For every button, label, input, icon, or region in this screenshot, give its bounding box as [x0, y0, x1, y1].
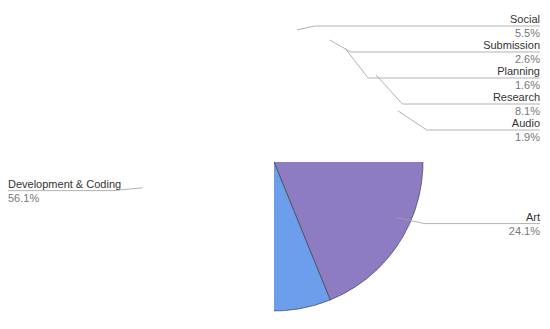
data-label: 24.1%: [509, 225, 540, 237]
slice-label: Planning: [497, 65, 540, 77]
slices: [274, 162, 423, 311]
leader-line: [376, 75, 540, 104]
leader-line: [398, 111, 540, 130]
chart: Social 5.5%Submission 2.6%Planning 1.6%Rese…: [0, 0, 550, 329]
data-label: 1.6%: [515, 79, 540, 91]
data-label: 8.1%: [515, 105, 540, 117]
labels: Social 5.5%Submission 2.6%Planning 1.6%Rese…: [8, 13, 540, 237]
data-label: 56.1%: [8, 192, 39, 204]
data-label: 1.9%: [515, 131, 540, 143]
leader-line: [330, 40, 540, 52]
slice-label: Social: [510, 13, 540, 25]
slice-label: Development & Coding: [8, 178, 121, 190]
leader-line: [345, 48, 540, 78]
slice-label: Research: [493, 91, 540, 103]
data-label: 2.6%: [515, 53, 540, 65]
slice-label: Audio: [512, 117, 540, 129]
leader-line: [396, 217, 540, 223]
data-label: 5.5%: [515, 27, 540, 39]
slice-label: Art: [526, 211, 540, 223]
slice-label: Submission: [483, 39, 540, 51]
leader-line: [297, 26, 540, 30]
slice: [274, 162, 330, 311]
